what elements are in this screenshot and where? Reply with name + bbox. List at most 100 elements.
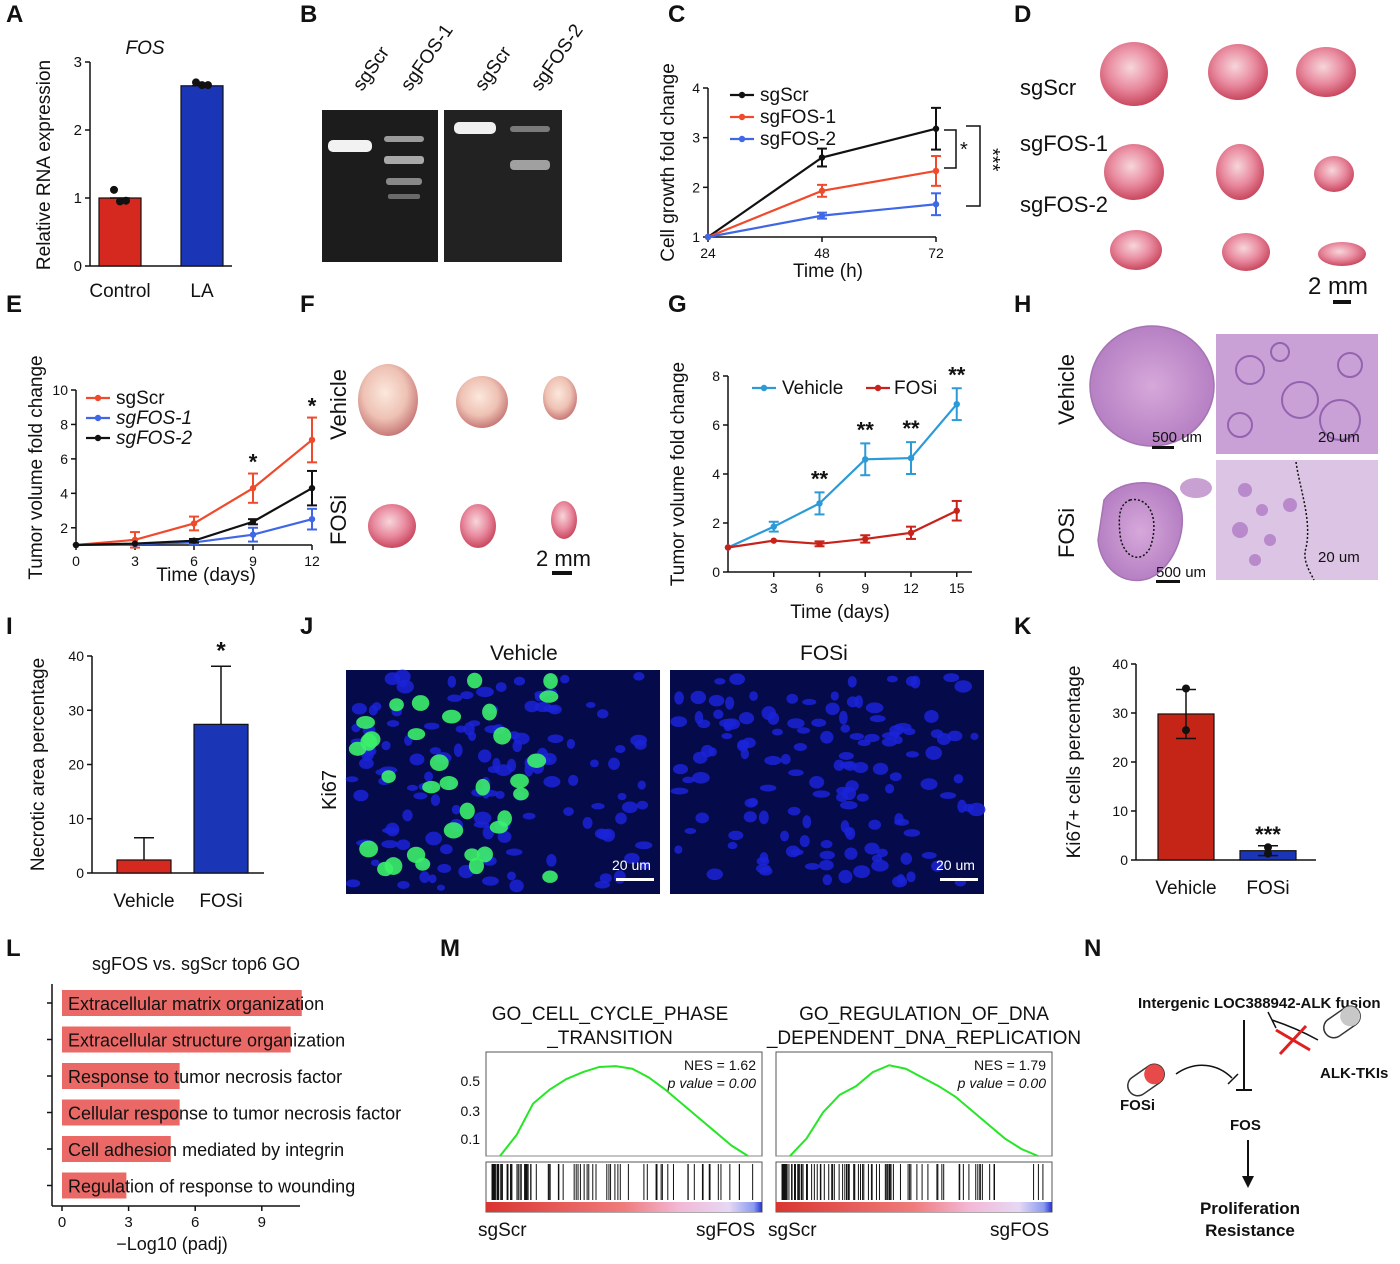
outcome-label: Resistance [1205,1221,1295,1240]
y-axis-label: Tumor volume fold change [26,355,47,579]
gsea-ytick: 0.1 [461,1131,481,1147]
nucleus [476,686,494,698]
gsea-nes: NES = 1.79 [974,1057,1046,1073]
nucleus [617,792,627,801]
nucleus [905,751,920,758]
nucleus [743,811,757,823]
y-tick-label: 30 [1112,705,1128,721]
data-point [953,507,960,514]
ki67-positive-nucleus [543,673,558,689]
nucleus [849,733,865,741]
tumor-row-label: sgFOS-1 [1020,131,1108,156]
data-point [192,78,200,87]
gsea-hit-lines [491,1164,754,1200]
nucleus [771,728,784,736]
gel-lane-label: sgFOS-1 [397,21,458,95]
scale-label: 2 mm [1308,273,1368,300]
nucleus [749,691,758,701]
data-point [1182,726,1190,735]
if-title: FOSi [800,642,848,665]
gel-band [510,160,550,170]
nucleus [820,839,833,849]
gel-band [384,136,424,142]
panel-letter-f: F [300,291,315,318]
gsea-es-curve [499,1065,749,1157]
nucleus [844,847,858,860]
panel-letter-m: M [440,935,460,962]
nucleus [761,706,777,720]
data-point [907,529,915,536]
gsea-title: GO_CELL_CYCLE_PHASE [492,1004,729,1025]
nucleus [963,803,974,812]
data-point [308,436,316,444]
significance-star: ** [948,362,966,387]
data-point [724,544,732,551]
gel-band [328,140,372,152]
nucleus [345,776,359,783]
nucleus [838,869,853,884]
nucleus [368,704,378,716]
y-axis-label: Ki67+ cells percentage [1064,666,1085,859]
he-zoom-fosi [1216,460,1378,580]
ki67-positive-nucleus [542,870,558,883]
nucleus [478,749,492,763]
nucleus [509,879,524,893]
nucleus [759,784,777,792]
nucleus [670,787,689,795]
nucleus [708,694,725,707]
data-point [72,541,80,549]
nucleus [930,729,944,739]
nucleus [840,724,851,733]
nucleus [437,863,452,874]
nucleus [892,875,908,888]
nucleus [672,763,689,775]
bar [62,1099,180,1126]
tumor-photo [460,504,496,548]
y-tick-label: 4 [712,466,720,482]
nucleus [905,676,917,687]
data-point [704,233,712,241]
nucleus [547,734,564,744]
nucleus [793,743,808,752]
data-point [249,518,257,525]
panel-b-gel: sgScr sgFOS-1 sgScr sgFOS-2 [322,21,588,262]
panel-letter-l: L [6,935,21,962]
gel-band [384,156,424,164]
nucleus [900,852,913,865]
data-point [907,454,915,462]
arrow-head [1242,1176,1254,1188]
x-tick-label: 3 [131,553,139,569]
data-point [816,500,823,507]
nucleus [440,844,453,855]
gsea-pvalue: p value = 0.00 [957,1075,1047,1091]
nucleus [713,709,724,720]
data-point [953,400,960,408]
x-tick-label: 48 [814,245,830,261]
nucleus [924,709,939,723]
nucleus [591,803,605,810]
gel-band [386,178,422,185]
nucleus [830,691,839,701]
nucleus [846,696,859,708]
bar [62,1136,171,1162]
nucleus [402,809,413,822]
gsea-nes: NES = 1.62 [684,1057,756,1073]
tumor-photo [456,376,508,428]
nucleus [840,801,858,810]
y-tick-label: 1 [692,229,700,245]
panel-letter-n: N [1084,935,1101,962]
block-x-icon [1275,1024,1311,1056]
nucleus [785,845,801,858]
ki67-positive-nucleus [348,741,367,756]
legend-label: sgFOS-1 [116,408,192,429]
x-tick-label: 3 [124,1214,132,1231]
legend-label: sgFOS-2 [116,428,192,449]
y-tick-label: 10 [68,811,84,827]
legend-label: sgFOS-1 [760,107,836,128]
gsea-rank-bar [776,1202,1052,1212]
panel-letters: A B C D E F G H I J K L M N [6,1,1101,962]
tumor-photo [358,364,418,436]
tumor-photo [1318,242,1366,266]
y-tick-label: 10 [1112,803,1128,819]
nucleus [692,751,708,764]
